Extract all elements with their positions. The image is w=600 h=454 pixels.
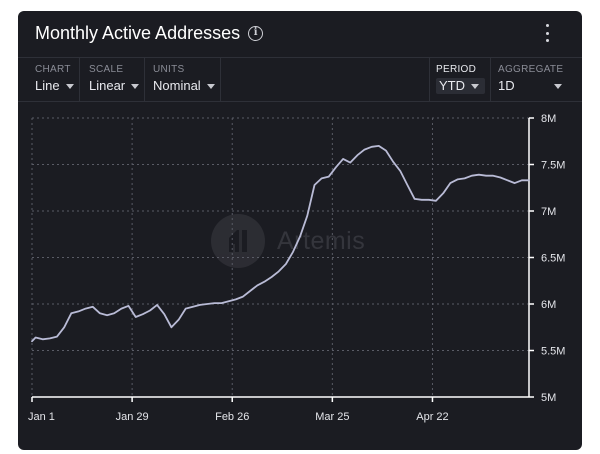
kebab-menu-icon[interactable] [542,24,552,42]
scale-label: SCALE [89,64,124,75]
period-value[interactable]: YTD [436,78,485,94]
chart-type-value[interactable]: Line [35,78,74,94]
aggregate-select[interactable]: AGGREGATE 1D [490,58,564,102]
units-value[interactable]: Nominal [153,78,220,94]
units-select[interactable]: UNITS Nominal [144,58,221,102]
chevron-down-icon [65,83,74,89]
chevron-down-icon [131,83,140,89]
y-tick-label: 5M [541,392,556,404]
controls-bar: CHART Line SCALE Linear UNITS Nominal PE… [18,57,582,102]
x-tick-label: Feb 26 [215,411,249,423]
period-label: PERIOD [436,64,477,75]
chart-title-text: Monthly Active Addresses [35,23,241,43]
y-tick-label: 6.5M [541,253,565,265]
aggregate-value[interactable]: 1D [498,78,562,94]
scale-select[interactable]: SCALE Linear [79,58,140,102]
artemis-logo-icon [211,214,265,268]
aggregate-label: AGGREGATE [498,64,564,75]
watermark-text: Artemis [277,226,366,255]
chart-type-select[interactable]: CHART Line [35,58,74,102]
period-select[interactable]: PERIOD YTD [429,58,485,102]
y-tick-label: 6M [541,299,556,311]
chart-card: Monthly Active Addresses i CHART Line SC… [18,11,582,450]
chart-title: Monthly Active Addresses i [35,22,264,44]
series-line [31,144,530,343]
artemis-watermark: Artemis [211,214,365,268]
line-chart: 5M 5.5M 6M 6.5M 7M 7.5M 8M Jan 1 Jan 29 Feb 26 Mar… [28,113,565,423]
y-tick-label: 7M [541,206,556,218]
chart-type-label: CHART [35,64,71,75]
y-tick-label: 7.5M [541,160,565,172]
x-tick-label: Jan 1 [28,411,55,423]
units-label: UNITS [153,64,185,75]
chevron-down-icon [471,83,479,89]
scale-value[interactable]: Linear [89,78,140,94]
chevron-down-icon [554,83,562,89]
chevron-down-icon [206,83,215,89]
x-tick-label: Jan 29 [116,411,149,423]
y-tick-label: 5.5M [541,346,565,358]
y-tick-label: 8M [541,113,556,125]
x-tick-label: Apr 22 [416,411,448,423]
x-tick-label: Mar 25 [315,411,349,423]
info-circle-icon[interactable]: i [248,25,264,41]
